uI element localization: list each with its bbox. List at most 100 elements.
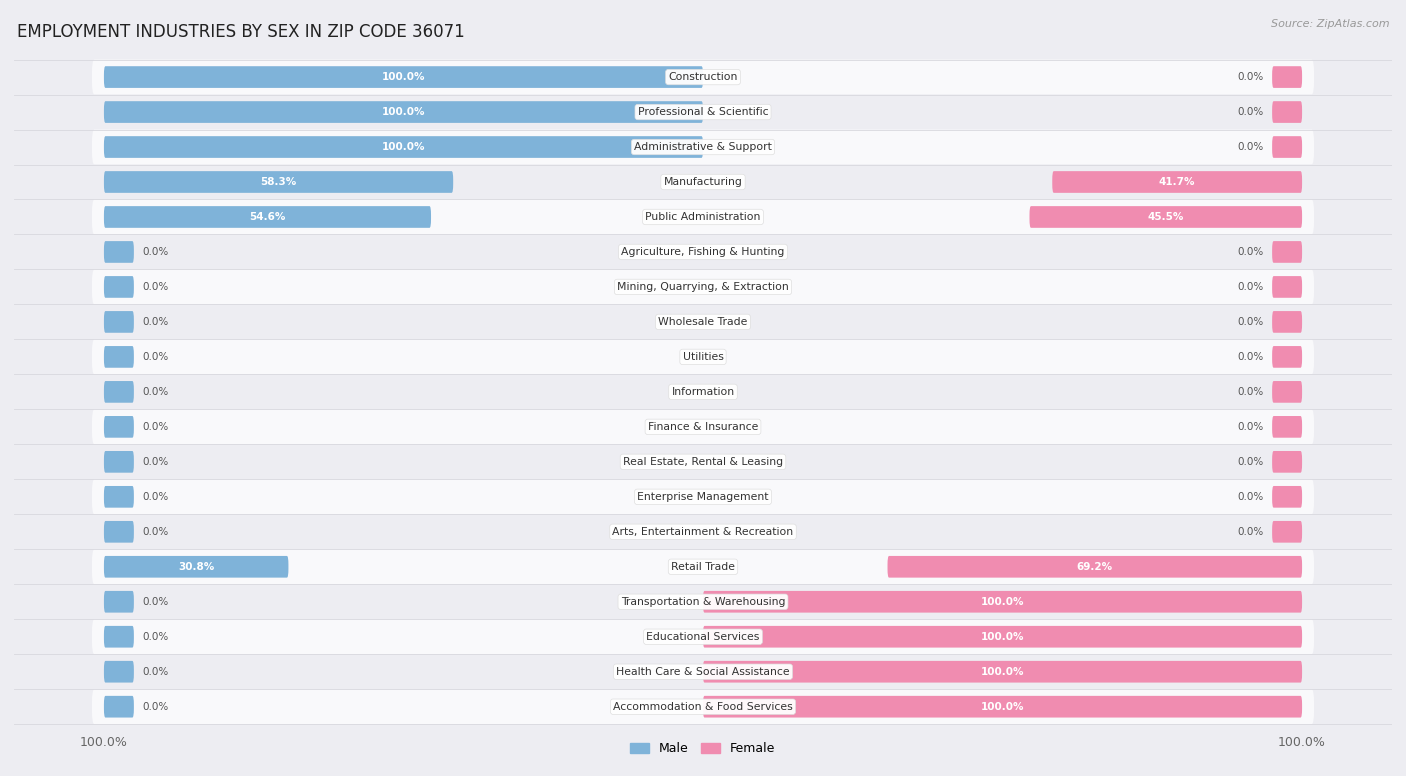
Text: Information: Information [672,387,734,397]
FancyBboxPatch shape [703,696,1302,718]
Text: Accommodation & Food Services: Accommodation & Food Services [613,702,793,712]
FancyBboxPatch shape [104,696,134,718]
Text: 0.0%: 0.0% [1237,317,1263,327]
Text: 54.6%: 54.6% [249,212,285,222]
Text: 100.0%: 100.0% [381,72,425,82]
Text: 0.0%: 0.0% [143,632,169,642]
FancyBboxPatch shape [104,171,453,193]
FancyBboxPatch shape [104,66,703,88]
Text: 0.0%: 0.0% [1237,282,1263,292]
FancyBboxPatch shape [1272,486,1302,508]
Text: 100.0%: 100.0% [981,632,1025,642]
FancyBboxPatch shape [91,410,1315,445]
FancyBboxPatch shape [1029,206,1302,228]
Text: 100.0%: 100.0% [381,107,425,117]
Text: Finance & Insurance: Finance & Insurance [648,422,758,432]
FancyBboxPatch shape [1272,66,1302,88]
Text: Mining, Quarrying, & Extraction: Mining, Quarrying, & Extraction [617,282,789,292]
Text: 0.0%: 0.0% [143,247,169,257]
FancyBboxPatch shape [91,60,1315,95]
Text: 0.0%: 0.0% [143,527,169,537]
Text: 0.0%: 0.0% [143,667,169,677]
FancyBboxPatch shape [91,619,1315,654]
FancyBboxPatch shape [104,486,134,508]
FancyBboxPatch shape [91,339,1315,374]
FancyBboxPatch shape [104,346,134,368]
Text: 0.0%: 0.0% [1237,492,1263,502]
FancyBboxPatch shape [1272,311,1302,333]
FancyBboxPatch shape [91,269,1315,304]
FancyBboxPatch shape [91,584,1315,619]
FancyBboxPatch shape [91,654,1315,689]
Text: 100.0%: 100.0% [981,702,1025,712]
FancyBboxPatch shape [91,234,1315,269]
Text: EMPLOYMENT INDUSTRIES BY SEX IN ZIP CODE 36071: EMPLOYMENT INDUSTRIES BY SEX IN ZIP CODE… [17,23,464,41]
FancyBboxPatch shape [1052,171,1302,193]
Legend: Male, Female: Male, Female [626,737,780,760]
FancyBboxPatch shape [1272,101,1302,123]
Text: 0.0%: 0.0% [1237,387,1263,397]
FancyBboxPatch shape [1272,416,1302,438]
FancyBboxPatch shape [104,451,134,473]
Text: 100.0%: 100.0% [981,667,1025,677]
Text: 41.7%: 41.7% [1159,177,1195,187]
Text: 0.0%: 0.0% [1237,352,1263,362]
FancyBboxPatch shape [703,661,1302,683]
FancyBboxPatch shape [104,661,134,683]
FancyBboxPatch shape [104,311,134,333]
FancyBboxPatch shape [1272,136,1302,158]
Text: 100.0%: 100.0% [981,597,1025,607]
FancyBboxPatch shape [1272,241,1302,263]
Text: 0.0%: 0.0% [143,282,169,292]
Text: Agriculture, Fishing & Hunting: Agriculture, Fishing & Hunting [621,247,785,257]
FancyBboxPatch shape [104,626,134,648]
Text: Construction: Construction [668,72,738,82]
Text: Health Care & Social Assistance: Health Care & Social Assistance [616,667,790,677]
Text: Administrative & Support: Administrative & Support [634,142,772,152]
Text: Transportation & Warehousing: Transportation & Warehousing [621,597,785,607]
Text: 0.0%: 0.0% [1237,527,1263,537]
FancyBboxPatch shape [91,549,1315,584]
FancyBboxPatch shape [887,556,1302,577]
FancyBboxPatch shape [104,241,134,263]
FancyBboxPatch shape [91,304,1315,339]
FancyBboxPatch shape [91,199,1315,234]
Text: 0.0%: 0.0% [1237,247,1263,257]
FancyBboxPatch shape [104,276,134,298]
FancyBboxPatch shape [104,416,134,438]
FancyBboxPatch shape [91,480,1315,514]
FancyBboxPatch shape [1272,276,1302,298]
Text: Manufacturing: Manufacturing [664,177,742,187]
FancyBboxPatch shape [91,130,1315,165]
FancyBboxPatch shape [91,165,1315,199]
Text: Retail Trade: Retail Trade [671,562,735,572]
Text: 0.0%: 0.0% [143,317,169,327]
Text: 0.0%: 0.0% [143,457,169,467]
FancyBboxPatch shape [104,556,288,577]
FancyBboxPatch shape [703,626,1302,648]
Text: Public Administration: Public Administration [645,212,761,222]
FancyBboxPatch shape [1272,346,1302,368]
Text: 0.0%: 0.0% [1237,107,1263,117]
Text: Educational Services: Educational Services [647,632,759,642]
Text: 30.8%: 30.8% [179,562,214,572]
FancyBboxPatch shape [703,591,1302,612]
FancyBboxPatch shape [104,591,134,612]
Text: Source: ZipAtlas.com: Source: ZipAtlas.com [1271,19,1389,29]
Text: 58.3%: 58.3% [260,177,297,187]
FancyBboxPatch shape [104,521,134,542]
Text: 0.0%: 0.0% [143,352,169,362]
FancyBboxPatch shape [91,689,1315,724]
Text: Enterprise Management: Enterprise Management [637,492,769,502]
Text: 69.2%: 69.2% [1077,562,1114,572]
Text: Wholesale Trade: Wholesale Trade [658,317,748,327]
Text: 0.0%: 0.0% [1237,72,1263,82]
Text: 0.0%: 0.0% [143,387,169,397]
FancyBboxPatch shape [1272,451,1302,473]
Text: 0.0%: 0.0% [143,702,169,712]
Text: 0.0%: 0.0% [143,422,169,432]
FancyBboxPatch shape [104,136,703,158]
FancyBboxPatch shape [91,95,1315,130]
FancyBboxPatch shape [91,445,1315,480]
FancyBboxPatch shape [91,374,1315,410]
